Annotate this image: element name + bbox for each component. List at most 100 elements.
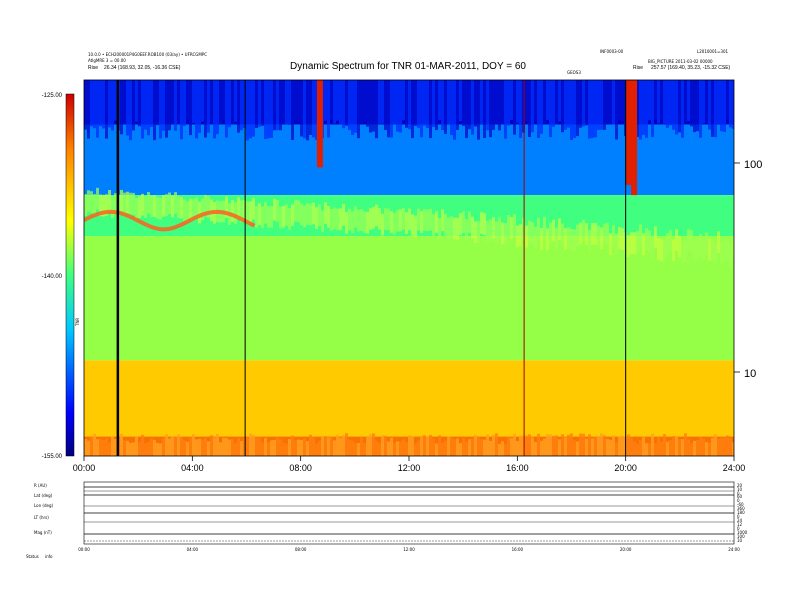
spectrum-column-top xyxy=(537,80,540,138)
spectrum-column-mid xyxy=(141,193,144,216)
spectrum-column-mid xyxy=(258,203,261,226)
spectrum-column-top xyxy=(333,80,336,124)
spectrum-column-bottom xyxy=(93,433,96,456)
spectrum-column-mid xyxy=(429,208,432,231)
spectrum-column-mid xyxy=(648,230,651,253)
spectrum-column-bottom xyxy=(210,435,213,456)
spectrum-column-top xyxy=(648,80,651,121)
spectrum-column-top xyxy=(276,80,279,131)
spectrum-column-mid xyxy=(333,207,336,230)
spectrum-column-mid xyxy=(654,226,657,249)
spectrum-column-mid xyxy=(678,235,681,258)
spectrum-column-mid xyxy=(234,202,237,224)
spectrum-column-mid xyxy=(504,223,507,245)
spectrum-column-mid xyxy=(420,211,423,233)
spectrum-column-mid xyxy=(474,221,477,244)
spectrum-column-mid xyxy=(387,208,390,231)
spectrum-column-bottom xyxy=(576,441,579,456)
spectrum-column-mid xyxy=(171,195,174,218)
spectrum-column-mid xyxy=(666,233,669,255)
spectrum-column-top xyxy=(210,80,213,122)
spectrum-column-mid xyxy=(693,238,696,261)
spectrum-column-top xyxy=(177,80,180,125)
spectrum-column-mid xyxy=(660,239,663,262)
colorbar xyxy=(65,93,75,457)
ephemeris-x-tick-label: 08:00 xyxy=(295,547,307,552)
spectrum-column-mid xyxy=(318,204,321,227)
spectrum-column-top xyxy=(147,80,150,136)
spectrum-column-bottom xyxy=(207,441,210,456)
spectrum-column-bottom xyxy=(141,434,144,456)
spectrum-column-bottom xyxy=(168,438,171,456)
spectrum-column-bottom xyxy=(255,437,258,456)
spectrum-column-top xyxy=(213,80,216,139)
spectrum-column-bottom xyxy=(411,436,414,456)
spectrum-column-bottom xyxy=(339,437,342,456)
x-tick-label: 24:00 xyxy=(723,463,746,473)
spectrum-column-mid xyxy=(573,229,576,252)
spectrum-column-mid xyxy=(606,222,609,245)
spectrum-column-mid xyxy=(495,221,498,244)
spectrum-column-top xyxy=(159,80,162,139)
spectrum-column-bottom xyxy=(615,442,618,456)
spectrum-column-top xyxy=(675,80,678,135)
spectrum-column-mid xyxy=(375,204,378,227)
y-tick-100: 100 xyxy=(744,159,762,171)
spectrum-column-bottom xyxy=(273,439,276,456)
row-label-lat: Lat (deg) xyxy=(34,493,53,498)
spectrum-column-bottom xyxy=(657,436,660,456)
spectrum-column-mid xyxy=(147,192,150,214)
spectrum-column-bottom xyxy=(165,434,168,456)
spectrum-column-top xyxy=(351,80,354,135)
spectrum-column-mid xyxy=(270,206,273,228)
spectrum-column-bottom xyxy=(651,433,654,456)
spectrum-column-mid xyxy=(489,219,492,242)
spectrum-column-bottom xyxy=(309,434,312,456)
spectrum-column-top xyxy=(495,80,498,124)
marker-label: GEOS3 xyxy=(567,70,581,75)
spectrum-column-top xyxy=(330,80,333,121)
spectrum-column-mid xyxy=(414,215,417,238)
spectrum-column-bottom xyxy=(243,438,246,456)
spectrum-column-bottom xyxy=(288,438,291,456)
spectrum-column-bottom xyxy=(687,439,690,456)
spectrum-column-top xyxy=(576,80,579,137)
spectrum-column-bottom xyxy=(129,442,132,456)
spectrum-column-top xyxy=(312,80,315,138)
spectrum-column-top xyxy=(225,80,228,138)
spectrum-column-top xyxy=(327,80,330,138)
spectrum-column-bottom xyxy=(432,438,435,456)
ephemeris-x-tick-label: 00:00 xyxy=(78,547,90,552)
spectrum-column-mid xyxy=(675,229,678,252)
spectrum-column-top xyxy=(111,80,114,131)
spectrum-column-bottom xyxy=(261,442,264,456)
spectrum-column-top xyxy=(108,80,111,128)
spectrum-column-top xyxy=(165,80,168,138)
spectrum-column-top xyxy=(270,80,273,138)
spectrum-column-top xyxy=(681,80,684,138)
spectrum-column-mid xyxy=(669,230,672,252)
spectrum-column-bottom xyxy=(549,434,552,456)
spectrum-column-top xyxy=(234,80,237,122)
spectrum-column-top xyxy=(216,80,219,135)
spectrum-column-top xyxy=(597,80,600,130)
spectrum-column-bottom xyxy=(426,436,429,456)
spectrum-column-mid xyxy=(357,209,360,232)
spectrum-column-top xyxy=(705,80,708,124)
spectrum-column-top xyxy=(573,80,576,138)
spectrum-column-mid xyxy=(162,195,165,217)
spectrum-column-mid xyxy=(99,194,102,217)
spectrum-column-top xyxy=(150,80,153,127)
spectrum-column-mid xyxy=(159,198,162,220)
spectrum-column-mid xyxy=(108,190,111,212)
spectrum-column-bottom xyxy=(357,442,360,456)
spectrum-column-mid xyxy=(645,228,648,250)
spectrum-column-mid xyxy=(120,189,123,212)
spectrum-column-top xyxy=(342,80,345,129)
ephemeris-panel xyxy=(83,481,735,545)
spectrum-column-bottom xyxy=(108,442,111,456)
spectrum-column-bottom xyxy=(270,440,273,456)
spectrum-column-top xyxy=(384,80,387,131)
spectrum-column-top xyxy=(144,80,147,130)
